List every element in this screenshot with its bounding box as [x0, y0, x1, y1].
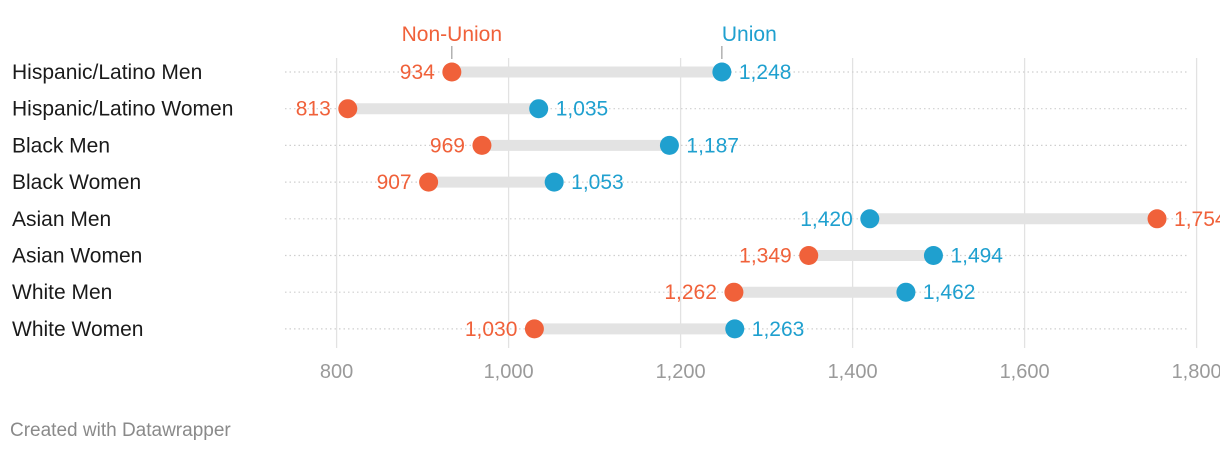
dot-range-chart: 800 1,000 1,200 1,400 1,600 1,800 Hispanic/Lat… — [12, 23, 1220, 383]
non-union-dot — [799, 246, 819, 265]
union-dot — [725, 319, 745, 339]
legend-non-union: Non-Union — [402, 23, 502, 46]
credit-footer: Created with Datawrapper — [10, 420, 231, 441]
union-dot — [712, 62, 732, 82]
union-dot — [923, 246, 943, 265]
category-label: Hispanic/Latino Men — [12, 61, 202, 84]
category-label: Asian Men — [12, 208, 111, 231]
x-tick-label: 1,200 — [656, 361, 706, 383]
non-union-dot — [442, 62, 462, 82]
x-tick-label: 1,800 — [1172, 361, 1220, 383]
non-union-dot — [419, 172, 439, 192]
non-union-value-label: 813 — [296, 98, 331, 121]
category-label: Black Women — [12, 171, 141, 194]
union-value-label: 1,420 — [800, 208, 853, 231]
category-label: White Men — [12, 281, 112, 304]
x-tick-label: 1,000 — [484, 361, 534, 383]
legend-union: Union — [722, 23, 777, 46]
union-value-label: 1,462 — [923, 281, 976, 304]
x-tick-label: 1,400 — [828, 361, 878, 383]
union-dot — [896, 282, 916, 302]
non-union-dot — [472, 135, 492, 155]
union-value-label: 1,035 — [556, 98, 609, 121]
category-label: White Women — [12, 318, 144, 341]
union-dot — [544, 172, 564, 192]
non-union-value-label: 1,754 — [1174, 208, 1220, 231]
union-value-label: 1,263 — [752, 318, 805, 341]
union-value-label: 1,494 — [950, 245, 1003, 268]
non-union-dot — [524, 319, 544, 339]
union-dot — [659, 135, 679, 155]
non-union-value-label: 1,030 — [465, 318, 518, 341]
union-dot — [529, 99, 549, 119]
category-label: Hispanic/Latino Women — [12, 98, 233, 121]
category-label: Black Men — [12, 134, 110, 157]
non-union-value-label: 907 — [377, 171, 412, 194]
union-value-label: 1,248 — [739, 61, 792, 84]
non-union-dot — [724, 282, 744, 302]
x-tick-label: 800 — [320, 361, 353, 383]
non-union-value-label: 1,349 — [739, 245, 792, 268]
category-label: Asian Women — [12, 245, 142, 268]
non-union-value-label: 1,262 — [664, 281, 717, 304]
union-value-label: 1,187 — [686, 134, 739, 157]
non-union-value-label: 934 — [400, 61, 435, 84]
non-union-value-label: 969 — [430, 134, 465, 157]
non-union-dot — [1147, 209, 1167, 229]
x-tick-label: 1,600 — [1000, 361, 1050, 383]
non-union-dot — [338, 99, 358, 119]
union-dot — [860, 209, 880, 229]
union-value-label: 1,053 — [571, 171, 624, 194]
